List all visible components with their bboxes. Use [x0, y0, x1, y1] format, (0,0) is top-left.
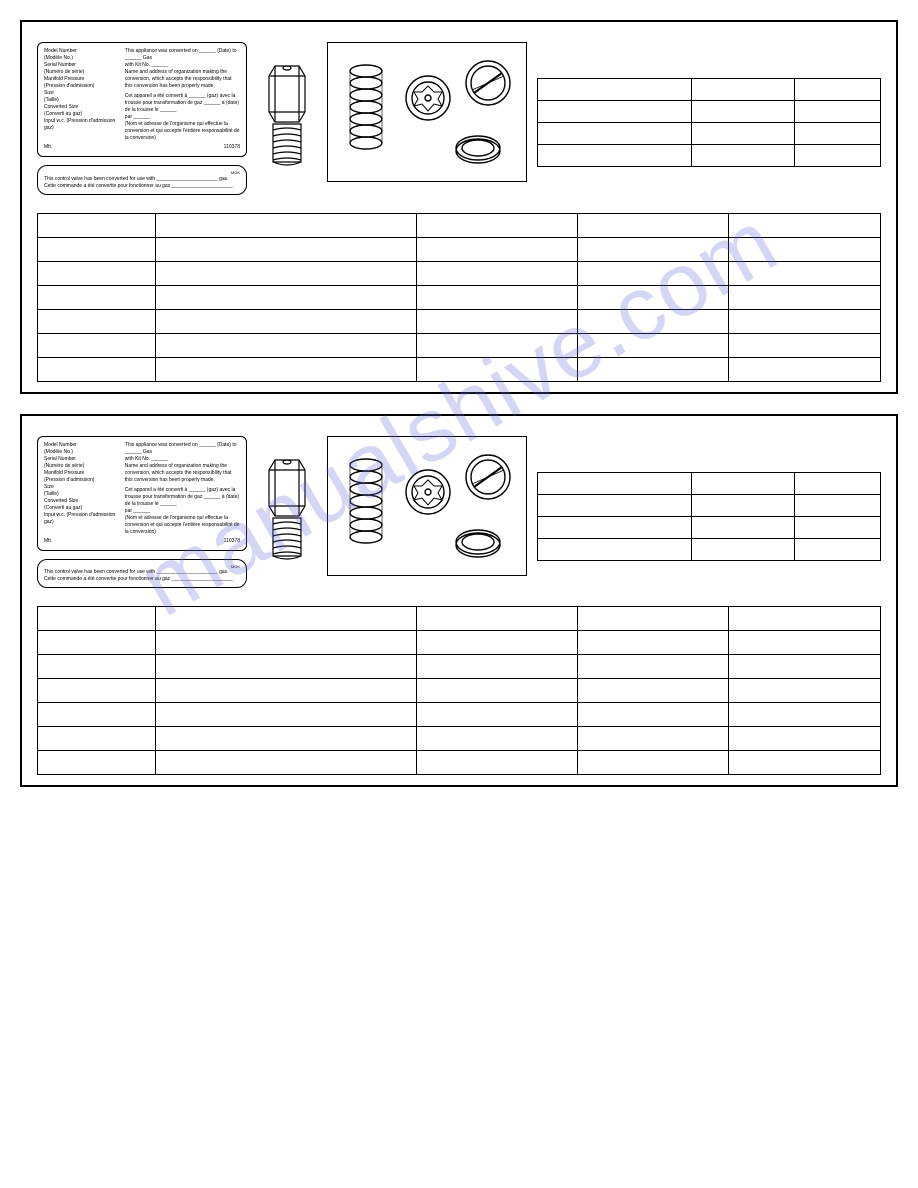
table-row: [38, 655, 881, 679]
label-text: Cet appareil a été converti à ______ (ga…: [125, 93, 240, 114]
spring-icon: [350, 459, 382, 543]
table-row: [38, 679, 881, 703]
main-table-1: [37, 213, 881, 382]
label-field: Converted Size: [44, 104, 121, 111]
valve-label-line: This control valve has been converted fo…: [44, 176, 240, 183]
side-table-2-table: [537, 472, 881, 561]
valve-label-1: MGK This control valve has been converte…: [37, 165, 247, 195]
valve-label-line: Cette commande a été convertie pour fonc…: [44, 183, 240, 190]
valve-label-line: Cette commande a été convertie pour fonc…: [44, 576, 240, 583]
table-row: [538, 101, 881, 123]
conversion-label-1: Model Number (Modèle No.) Serial Number …: [37, 42, 247, 157]
label-text: Cet appareil a été converti à ______ (ga…: [125, 487, 240, 508]
washer-icon: [456, 136, 500, 163]
label-text: This appliance was converted on ______ (…: [125, 442, 240, 456]
label-footer-right: 110378: [224, 144, 240, 151]
label-stack-2: Model Number (Modèle No.) Serial Number …: [37, 436, 247, 589]
table-row: [38, 261, 881, 285]
table-row: [538, 516, 881, 538]
label-field: Converted Size: [44, 498, 121, 505]
label-stack-1: Model Number (Modèle No.) Serial Number …: [37, 42, 247, 195]
label-field: (Taille): [44, 97, 121, 104]
label-text: Name and address of organization making …: [125, 463, 240, 484]
label-field: (Converti au gaz): [44, 111, 121, 118]
label-field: (Pression d'admission): [44, 477, 121, 484]
table-row: [538, 145, 881, 167]
label-field: (Modèle No.): [44, 55, 121, 62]
label-field: Model Number: [44, 442, 121, 449]
table-row: [538, 123, 881, 145]
table-row: [38, 727, 881, 751]
label-field: Size: [44, 484, 121, 491]
slotted-screw-icon: [466, 455, 510, 499]
main-table-2: [37, 606, 881, 775]
torx-screw-icon: [406, 470, 450, 514]
label-field: (Taille): [44, 491, 121, 498]
table-row: [38, 607, 881, 631]
regulator-parts-2: [327, 436, 527, 576]
table-row: [38, 703, 881, 727]
valve-label-2: MGK This control valve has been converte…: [37, 559, 247, 589]
label-field: (Converti au gaz): [44, 505, 121, 512]
table-row: [38, 751, 881, 775]
label-footer-right: 110378: [224, 538, 240, 545]
label-field: Manifold Pressure: [44, 470, 121, 477]
table-row: [538, 79, 881, 101]
table-row: [538, 494, 881, 516]
orifice-drawing-2: [257, 436, 317, 566]
label-field: Input w.c. (Pression d'admission gaz): [44, 512, 121, 526]
torx-screw-icon: [406, 76, 450, 120]
label-field: Manifold Pressure: [44, 76, 121, 83]
label-field: (Pression d'admission): [44, 83, 121, 90]
table-row: [38, 333, 881, 357]
conversion-label-2: Model Number (Modèle No.) Serial Number …: [37, 436, 247, 551]
label-footer-left: Mfr.: [44, 538, 52, 545]
label-field: Model Number: [44, 48, 121, 55]
section-2: Model Number (Modèle No.) Serial Number …: [20, 414, 898, 788]
table-row: [38, 237, 881, 261]
table-row: [38, 213, 881, 237]
label-text: with Kit No. ______: [125, 62, 240, 69]
side-table-1-table: [537, 78, 881, 167]
label-text: par ______: [125, 508, 240, 515]
label-footer-left: Mfr.: [44, 144, 52, 151]
label-field: (Numéro de série): [44, 69, 121, 76]
valve-label-line: This control valve has been converted fo…: [44, 569, 240, 576]
table-row: [38, 309, 881, 333]
label-text: (Nom et adresse de l'organisme qui effec…: [125, 515, 240, 536]
side-table-1: [537, 78, 881, 167]
slotted-screw-icon: [466, 61, 510, 105]
label-field: Size: [44, 90, 121, 97]
label-text: par ______: [125, 114, 240, 121]
label-text: with Kit No. ______: [125, 456, 240, 463]
section-1-top-row: Model Number (Modèle No.) Serial Number …: [37, 42, 881, 195]
section-1: Model Number (Modèle No.) Serial Number …: [20, 20, 898, 394]
label-field: Serial Number: [44, 456, 121, 463]
table-row: [38, 631, 881, 655]
label-field: Serial Number: [44, 62, 121, 69]
label-field: Input w.c. (Pression d'admission gaz): [44, 118, 121, 132]
label-field: (Modèle No.): [44, 449, 121, 456]
table-row: [38, 357, 881, 381]
side-table-2: [537, 472, 881, 561]
label-field: (Numéro de série): [44, 463, 121, 470]
table-row: [538, 472, 881, 494]
label-text: (Nom et adresse de l'organisme qui effec…: [125, 121, 240, 142]
spring-icon: [350, 65, 382, 149]
table-row: [38, 285, 881, 309]
section-2-top-row: Model Number (Modèle No.) Serial Number …: [37, 436, 881, 589]
orifice-drawing-1: [257, 42, 317, 172]
label-text: This appliance was converted on ______ (…: [125, 48, 240, 62]
table-row: [538, 538, 881, 560]
regulator-parts-1: [327, 42, 527, 182]
label-text: Name and address of organization making …: [125, 69, 240, 90]
washer-icon: [456, 530, 500, 557]
